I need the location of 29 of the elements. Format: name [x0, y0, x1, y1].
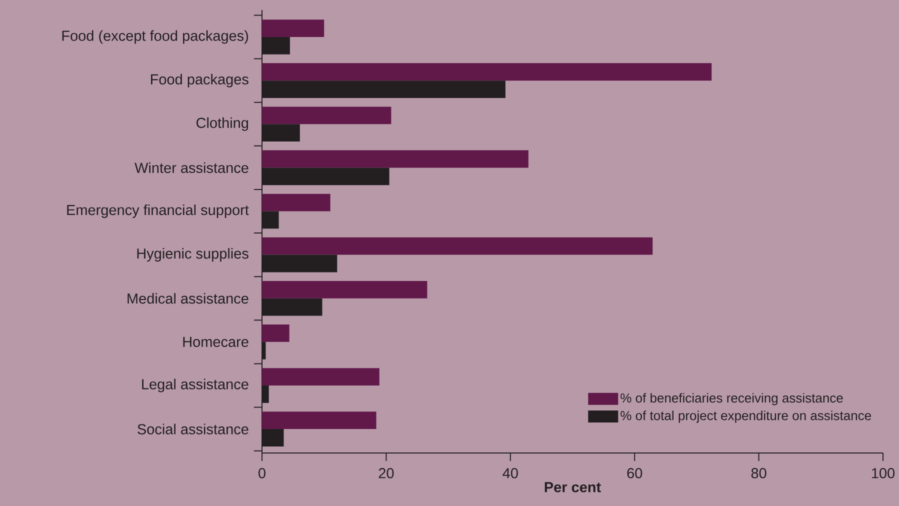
bar	[262, 412, 376, 430]
x-tick-label: 0	[258, 468, 266, 478]
bar	[262, 194, 330, 212]
y-tick-label: Clothing	[196, 117, 248, 131]
bar	[262, 63, 712, 81]
legend-label: % of total project expenditure on assistance	[620, 410, 871, 423]
x-tick-label: 20	[378, 468, 394, 478]
legend-label: % of beneficiaries receiving assistance	[620, 393, 843, 406]
x-tick-label: 80	[751, 468, 766, 478]
bar	[262, 20, 324, 38]
y-tick-label: Food packages	[151, 74, 248, 88]
bar	[262, 237, 653, 255]
bar	[262, 324, 290, 342]
y-tick-label: Food (except food packages)	[62, 30, 248, 44]
x-tick-label: 40	[502, 468, 518, 478]
y-tick-label: Social assistance	[138, 424, 248, 434]
y-tick-label: Winter assistance	[134, 162, 248, 174]
bar	[262, 150, 528, 168]
y-tick-label: Legal assistance	[142, 378, 248, 392]
y-tick-label: Medical assistance	[128, 293, 248, 304]
x-axis-title: Per cent	[544, 482, 601, 492]
bar	[262, 368, 380, 386]
x-tick-label: 100	[872, 468, 895, 478]
bar	[262, 280, 428, 298]
y-tick-label: Homecare	[183, 336, 248, 347]
y-tick-label: Hygienic supplies	[137, 248, 248, 262]
x-tick-label: 60	[627, 468, 642, 478]
y-tick-label: Emergency financial support	[67, 204, 249, 218]
bar	[262, 106, 392, 124]
